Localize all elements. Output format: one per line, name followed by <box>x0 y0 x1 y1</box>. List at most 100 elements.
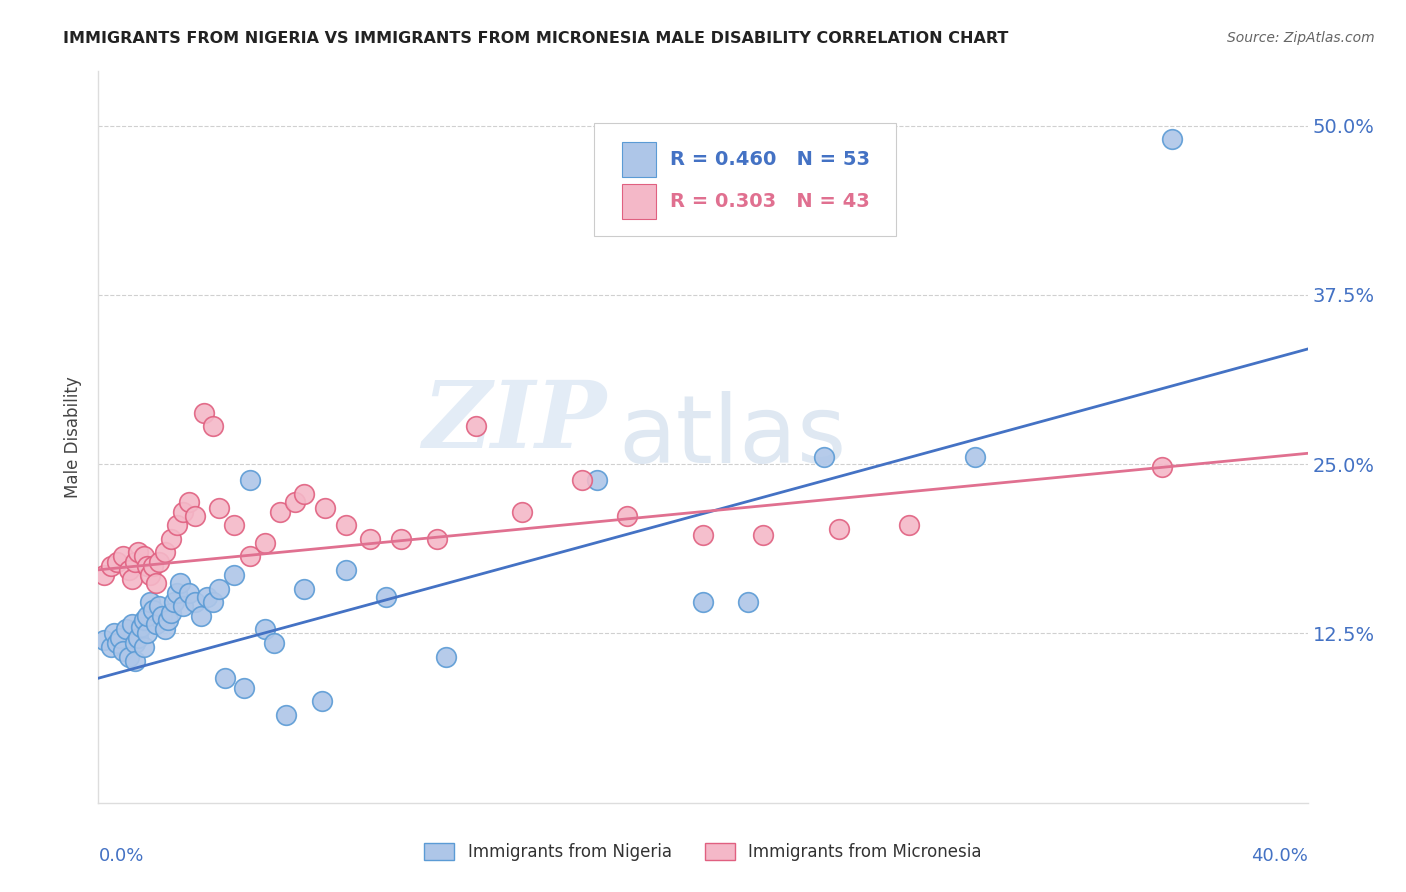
Point <box>135 558 157 573</box>
Text: 40.0%: 40.0% <box>1251 847 1308 864</box>
Point <box>389 532 412 546</box>
Legend: Immigrants from Nigeria, Immigrants from Micronesia: Immigrants from Nigeria, Immigrants from… <box>418 836 988 868</box>
Point <box>616 508 638 523</box>
Point <box>163 595 186 609</box>
Point <box>179 586 201 600</box>
Point <box>111 644 134 658</box>
Point <box>172 505 194 519</box>
Point <box>93 568 115 582</box>
Point <box>232 681 254 695</box>
Point <box>897 518 920 533</box>
Point <box>434 649 457 664</box>
Point <box>179 495 201 509</box>
Point <box>184 508 207 523</box>
Point <box>145 576 167 591</box>
Point <box>965 450 987 465</box>
Point <box>169 576 191 591</box>
Point <box>1160 132 1182 146</box>
Point <box>100 558 122 573</box>
Point <box>145 617 167 632</box>
Point <box>190 608 212 623</box>
Point <box>335 563 357 577</box>
Point <box>139 568 162 582</box>
Point <box>311 694 333 708</box>
Point <box>813 450 835 465</box>
Point <box>426 532 449 546</box>
Point <box>752 527 775 541</box>
Point <box>586 474 609 488</box>
Point <box>166 518 188 533</box>
Point <box>314 500 336 515</box>
Point <box>148 555 170 569</box>
Point <box>172 599 194 614</box>
Point <box>118 649 141 664</box>
Point <box>153 545 176 559</box>
Text: Source: ZipAtlas.com: Source: ZipAtlas.com <box>1227 31 1375 45</box>
FancyBboxPatch shape <box>621 143 655 178</box>
Point <box>239 474 262 488</box>
Point <box>156 613 179 627</box>
Point <box>153 623 176 637</box>
FancyBboxPatch shape <box>595 122 897 235</box>
Text: IMMIGRANTS FROM NIGERIA VS IMMIGRANTS FROM MICRONESIA MALE DISABILITY CORRELATIO: IMMIGRANTS FROM NIGERIA VS IMMIGRANTS FR… <box>63 31 1008 46</box>
Point <box>692 595 714 609</box>
Point <box>132 613 155 627</box>
Text: R = 0.303   N = 43: R = 0.303 N = 43 <box>671 192 870 211</box>
Point <box>184 595 207 609</box>
Point <box>118 563 141 577</box>
Point <box>465 419 488 434</box>
Point <box>93 633 115 648</box>
Point <box>1152 459 1174 474</box>
Point <box>142 603 165 617</box>
Point <box>193 406 215 420</box>
Point <box>100 640 122 654</box>
Point <box>139 595 162 609</box>
Point <box>253 535 276 549</box>
Point <box>132 549 155 564</box>
Point <box>114 623 136 637</box>
Point <box>274 707 297 722</box>
Point <box>263 636 285 650</box>
Point <box>828 522 851 536</box>
Point <box>692 527 714 541</box>
Point <box>224 518 246 533</box>
Text: ZIP: ZIP <box>422 377 606 467</box>
Point <box>111 549 134 564</box>
Point <box>571 474 593 488</box>
Point <box>737 595 759 609</box>
Point <box>214 671 236 685</box>
Point <box>253 623 276 637</box>
Point <box>166 586 188 600</box>
Point <box>292 487 315 501</box>
Point <box>284 495 307 509</box>
Point <box>124 636 146 650</box>
Point <box>202 595 225 609</box>
Point <box>510 505 533 519</box>
FancyBboxPatch shape <box>621 184 655 219</box>
Point <box>135 626 157 640</box>
Text: atlas: atlas <box>619 391 846 483</box>
Point <box>142 558 165 573</box>
Point <box>202 419 225 434</box>
Point <box>148 599 170 614</box>
Point <box>160 532 183 546</box>
Point <box>108 631 131 645</box>
Point <box>127 631 149 645</box>
Point <box>150 608 173 623</box>
Point <box>121 572 143 586</box>
Point <box>374 590 396 604</box>
Point <box>208 500 231 515</box>
Point <box>121 617 143 632</box>
Point <box>160 606 183 620</box>
Y-axis label: Male Disability: Male Disability <box>65 376 83 498</box>
Point <box>105 636 128 650</box>
Point <box>208 582 231 596</box>
Point <box>292 582 315 596</box>
Point <box>129 620 152 634</box>
Point <box>124 654 146 668</box>
Point <box>124 555 146 569</box>
Text: 0.0%: 0.0% <box>98 847 143 864</box>
Point <box>135 608 157 623</box>
Point <box>335 518 357 533</box>
Point <box>224 568 246 582</box>
